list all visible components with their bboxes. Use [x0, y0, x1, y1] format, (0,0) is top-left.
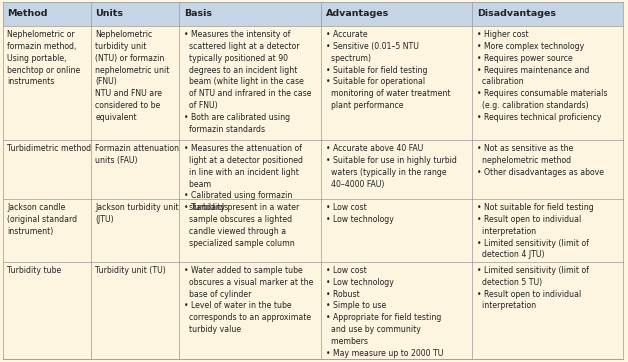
Text: • Accurate
• Sensitive (0.01–5 NTU
  spectrum)
• Suitable for field testing
• Su: • Accurate • Sensitive (0.01–5 NTU spect…: [326, 30, 450, 110]
Text: Units: Units: [95, 9, 123, 18]
Text: • Measures the attenuation of
  light at a detector positioned
  in line with an: • Measures the attenuation of light at a…: [184, 144, 303, 212]
Text: Turbidity tube: Turbidity tube: [7, 266, 61, 275]
Text: Jackson candle
(original standard
instrument): Jackson candle (original standard instru…: [7, 203, 77, 236]
Bar: [3, 199, 623, 262]
Bar: [3, 262, 623, 359]
Text: Nephelometric or
formazin method,
Using portable,
benchtop or online
instruments: Nephelometric or formazin method, Using …: [7, 30, 80, 87]
Text: Turbidimetric method: Turbidimetric method: [7, 144, 91, 153]
Bar: [3, 2, 623, 26]
Text: Advantages: Advantages: [326, 9, 389, 18]
Bar: [3, 26, 623, 140]
Text: • Water added to sample tube
  obscures a visual marker at the
  base of cylinde: • Water added to sample tube obscures a …: [184, 266, 313, 334]
Text: Disadvantages: Disadvantages: [477, 9, 556, 18]
Text: Jackson turbidity unit
(JTU): Jackson turbidity unit (JTU): [95, 203, 179, 224]
Text: • Not as sensitive as the
  nephelometric method
• Other disadvantages as above: • Not as sensitive as the nephelometric …: [477, 144, 604, 177]
Bar: [3, 140, 623, 199]
Text: • Higher cost
• More complex technology
• Requires power source
• Requires maint: • Higher cost • More complex technology …: [477, 30, 607, 122]
Text: Method: Method: [7, 9, 47, 18]
Text: Basis: Basis: [184, 9, 212, 18]
Text: Formazin attenuation
units (FAU): Formazin attenuation units (FAU): [95, 144, 180, 165]
Text: • Low cost
• Low technology: • Low cost • Low technology: [326, 203, 394, 224]
Text: • Turbidity present in a water
  sample obscures a lighted
  candle viewed throu: • Turbidity present in a water sample ob…: [184, 203, 299, 248]
Text: • Limited sensitivity (limit of
  detection 5 TU)
• Result open to individual
  : • Limited sensitivity (limit of detectio…: [477, 266, 588, 310]
Text: Turbidity unit (TU): Turbidity unit (TU): [95, 266, 166, 275]
Text: • Measures the intensity of
  scattered light at a detector
  typically position: • Measures the intensity of scattered li…: [184, 30, 311, 134]
Text: • Accurate above 40 FAU
• Suitable for use in highly turbid
  waters (typically : • Accurate above 40 FAU • Suitable for u…: [326, 144, 457, 189]
Text: Nephelometric
turbidity unit
(NTU) or formazin
nephelometric unit
(FNU)
NTU and : Nephelometric turbidity unit (NTU) or fo…: [95, 30, 170, 122]
Text: • Not suitable for field testing
• Result open to individual
  interpretation
• : • Not suitable for field testing • Resul…: [477, 203, 593, 260]
Text: • Low cost
• Low technology
• Robust
• Simple to use
• Appropriate for field tes: • Low cost • Low technology • Robust • S…: [326, 266, 443, 358]
